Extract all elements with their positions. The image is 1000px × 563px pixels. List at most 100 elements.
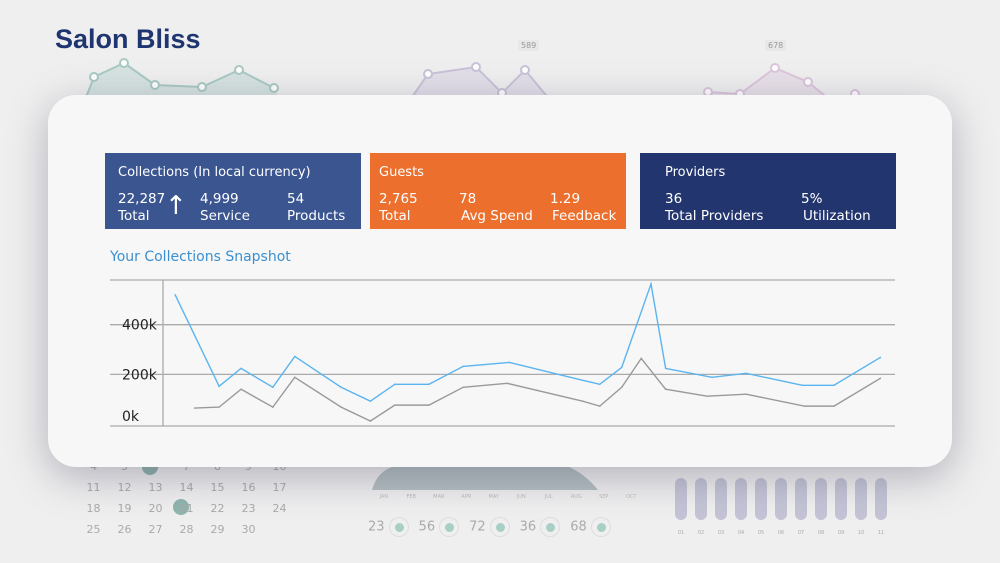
dot-value: 72	[469, 519, 486, 535]
utilization-value: 5%	[801, 191, 823, 207]
calendar-day: 26	[117, 523, 132, 536]
data-point	[369, 420, 372, 422]
data-point	[462, 386, 464, 389]
feedback-value: 1.29	[550, 191, 581, 207]
collections-total-value: 22,287	[118, 191, 166, 207]
slider-track	[835, 478, 847, 520]
bar-label: 05	[757, 530, 765, 536]
bar-sliders: 01 02 03 04 05 06 07 08 09 10 11	[675, 478, 887, 536]
calendar-day: 27	[148, 523, 163, 536]
data-point	[272, 386, 274, 389]
data-point	[193, 407, 196, 409]
bar-label: 04	[737, 530, 745, 536]
app-title: Salon Bliss	[55, 24, 201, 54]
dot-circle-icon	[590, 517, 611, 537]
bar-slider: 10	[855, 478, 867, 536]
data-point	[340, 386, 342, 389]
providers-tile[interactable]: Providers 36 Total Providers 5% Utilizatio…	[640, 153, 896, 229]
month-label: MAY	[488, 494, 499, 500]
bar-slider: 09	[835, 478, 847, 536]
data-point	[745, 372, 747, 375]
utilization-label: Utilization	[803, 208, 871, 224]
chart-title: Your Collections Snapshot	[110, 249, 291, 265]
dot-values: 23 56 72 36 68	[368, 517, 611, 537]
bar-label: 03	[717, 530, 725, 536]
peak-label: 678	[765, 40, 787, 51]
slider-track	[695, 478, 707, 520]
slider-track	[875, 478, 887, 520]
calendar-day: 28	[179, 523, 194, 536]
calendar-day: 23	[241, 502, 256, 515]
y-tick-label: 0k	[122, 409, 140, 425]
data-point	[340, 406, 342, 408]
avg-spend-label: Avg Spend	[461, 208, 533, 224]
data-point	[581, 379, 584, 382]
month-label: OCT	[626, 494, 637, 500]
dot-value-item: 23	[368, 517, 409, 537]
guests-tile[interactable]: Guests 2,765 Total 78 Avg Spend 1.29 Feedba…	[370, 153, 626, 229]
bar-slider: 02	[695, 478, 707, 536]
bar-label: 08	[817, 530, 825, 536]
bar-slider: 06	[775, 478, 787, 536]
bar-slider: 01	[675, 478, 687, 536]
bar-label: 02	[697, 530, 705, 536]
bar-slider: 07	[795, 478, 807, 536]
calendar-day: 25	[86, 523, 101, 536]
bar-label: 11	[877, 530, 885, 536]
dot-circle-icon	[489, 517, 510, 537]
bar-slider: 11	[875, 478, 887, 536]
data-point	[272, 406, 274, 408]
calendar-day: 19	[117, 502, 132, 515]
calendar-day: 16	[241, 481, 256, 494]
calendar-day: 22	[210, 502, 225, 515]
slider-track	[715, 478, 727, 520]
dot-value: 23	[368, 519, 385, 535]
calendar-day: 11	[86, 481, 101, 494]
products-value: 54	[287, 191, 305, 207]
data-point	[706, 395, 708, 397]
month-label: JAN	[379, 494, 389, 500]
dot-value-item: 72	[469, 517, 510, 537]
y-tick-label: 400k	[122, 318, 158, 334]
calendar-day: 20	[148, 502, 163, 515]
providers-total-label: Total Providers	[665, 208, 764, 224]
data-point	[620, 386, 623, 389]
data-point	[650, 283, 652, 285]
bar-slider: 03	[715, 478, 727, 536]
dot-value-item: 68	[570, 517, 611, 537]
data-point	[581, 400, 584, 402]
service-label: Service	[200, 208, 250, 224]
bar-label: 10	[857, 530, 865, 536]
service-value: 4,999	[200, 191, 239, 207]
providers-total-value: 36	[665, 191, 683, 207]
line-series-1	[174, 281, 881, 402]
guests-total-label: Total	[379, 208, 411, 224]
month-label: AUG	[570, 494, 582, 500]
month-labels: JAN FEB MAR APR MAY JUN JUL AUG SEP OCT	[370, 494, 645, 500]
providers-title: Providers	[665, 165, 726, 180]
calendar-day: 24	[272, 502, 287, 515]
data-point	[803, 405, 806, 407]
data-point	[879, 377, 882, 380]
dot-circle-icon	[540, 517, 561, 537]
dot-value: 36	[519, 519, 537, 535]
data-point	[394, 404, 396, 406]
data-point	[620, 366, 623, 369]
slider-track	[775, 478, 787, 520]
dot-value: 56	[418, 519, 436, 535]
slider-track	[735, 478, 747, 520]
guests-total-value: 2,765	[379, 191, 418, 207]
data-point	[218, 406, 220, 408]
bar-slider: 05	[755, 478, 767, 536]
calendar-day: 29	[210, 523, 225, 536]
data-point	[218, 385, 220, 388]
data-point	[879, 356, 882, 359]
slider-track	[755, 478, 767, 520]
collections-tile[interactable]: Collections (In local currency) 22,287 To…	[105, 153, 361, 229]
slider-track	[855, 478, 867, 520]
calendar-day: 15	[210, 481, 225, 494]
calendar-day: 12	[117, 481, 132, 494]
calendar-day: 13	[148, 481, 163, 494]
up-arrow-icon: ↑	[165, 191, 187, 221]
dot-value-item: 36	[520, 517, 561, 537]
